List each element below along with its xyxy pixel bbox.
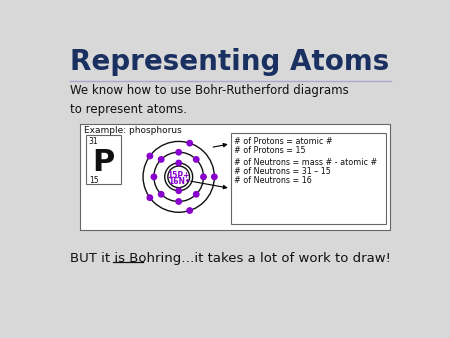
Text: # of Neutrons = 31 – 15: # of Neutrons = 31 – 15 <box>234 167 331 176</box>
Circle shape <box>212 174 217 179</box>
Circle shape <box>158 192 164 197</box>
Circle shape <box>194 192 199 197</box>
Circle shape <box>176 160 181 166</box>
Circle shape <box>194 157 199 162</box>
Bar <box>86 135 122 184</box>
Circle shape <box>187 141 193 146</box>
Circle shape <box>147 153 153 159</box>
Circle shape <box>201 174 206 179</box>
Circle shape <box>147 195 153 200</box>
Text: # of Protons = atomic #: # of Protons = atomic # <box>234 137 333 146</box>
Text: 15P+: 15P+ <box>167 171 190 180</box>
Text: P: P <box>92 148 115 177</box>
Circle shape <box>176 149 181 155</box>
Text: # of Neutrons = 16: # of Neutrons = 16 <box>234 176 311 185</box>
Text: # of Protons = 15: # of Protons = 15 <box>234 146 306 155</box>
Text: Representing Atoms: Representing Atoms <box>70 48 389 76</box>
Text: BUT it is Bohring…it takes a lot of work to draw!: BUT it is Bohring…it takes a lot of work… <box>70 252 391 265</box>
Circle shape <box>168 166 189 188</box>
Circle shape <box>151 174 157 179</box>
Text: 15: 15 <box>89 176 99 185</box>
Text: 31: 31 <box>89 137 99 146</box>
Text: Example: phosphorus: Example: phosphorus <box>84 126 182 135</box>
Circle shape <box>176 199 181 204</box>
Text: # of Neutrons = mass # - atomic #: # of Neutrons = mass # - atomic # <box>234 159 377 167</box>
Text: 16N•: 16N• <box>168 177 189 186</box>
Circle shape <box>187 208 193 213</box>
Circle shape <box>158 157 164 162</box>
Text: We know how to use Bohr-Rutherford diagrams
to represent atoms.: We know how to use Bohr-Rutherford diagr… <box>70 84 349 117</box>
Bar <box>230 133 386 224</box>
Circle shape <box>176 188 181 193</box>
Bar <box>80 124 390 230</box>
